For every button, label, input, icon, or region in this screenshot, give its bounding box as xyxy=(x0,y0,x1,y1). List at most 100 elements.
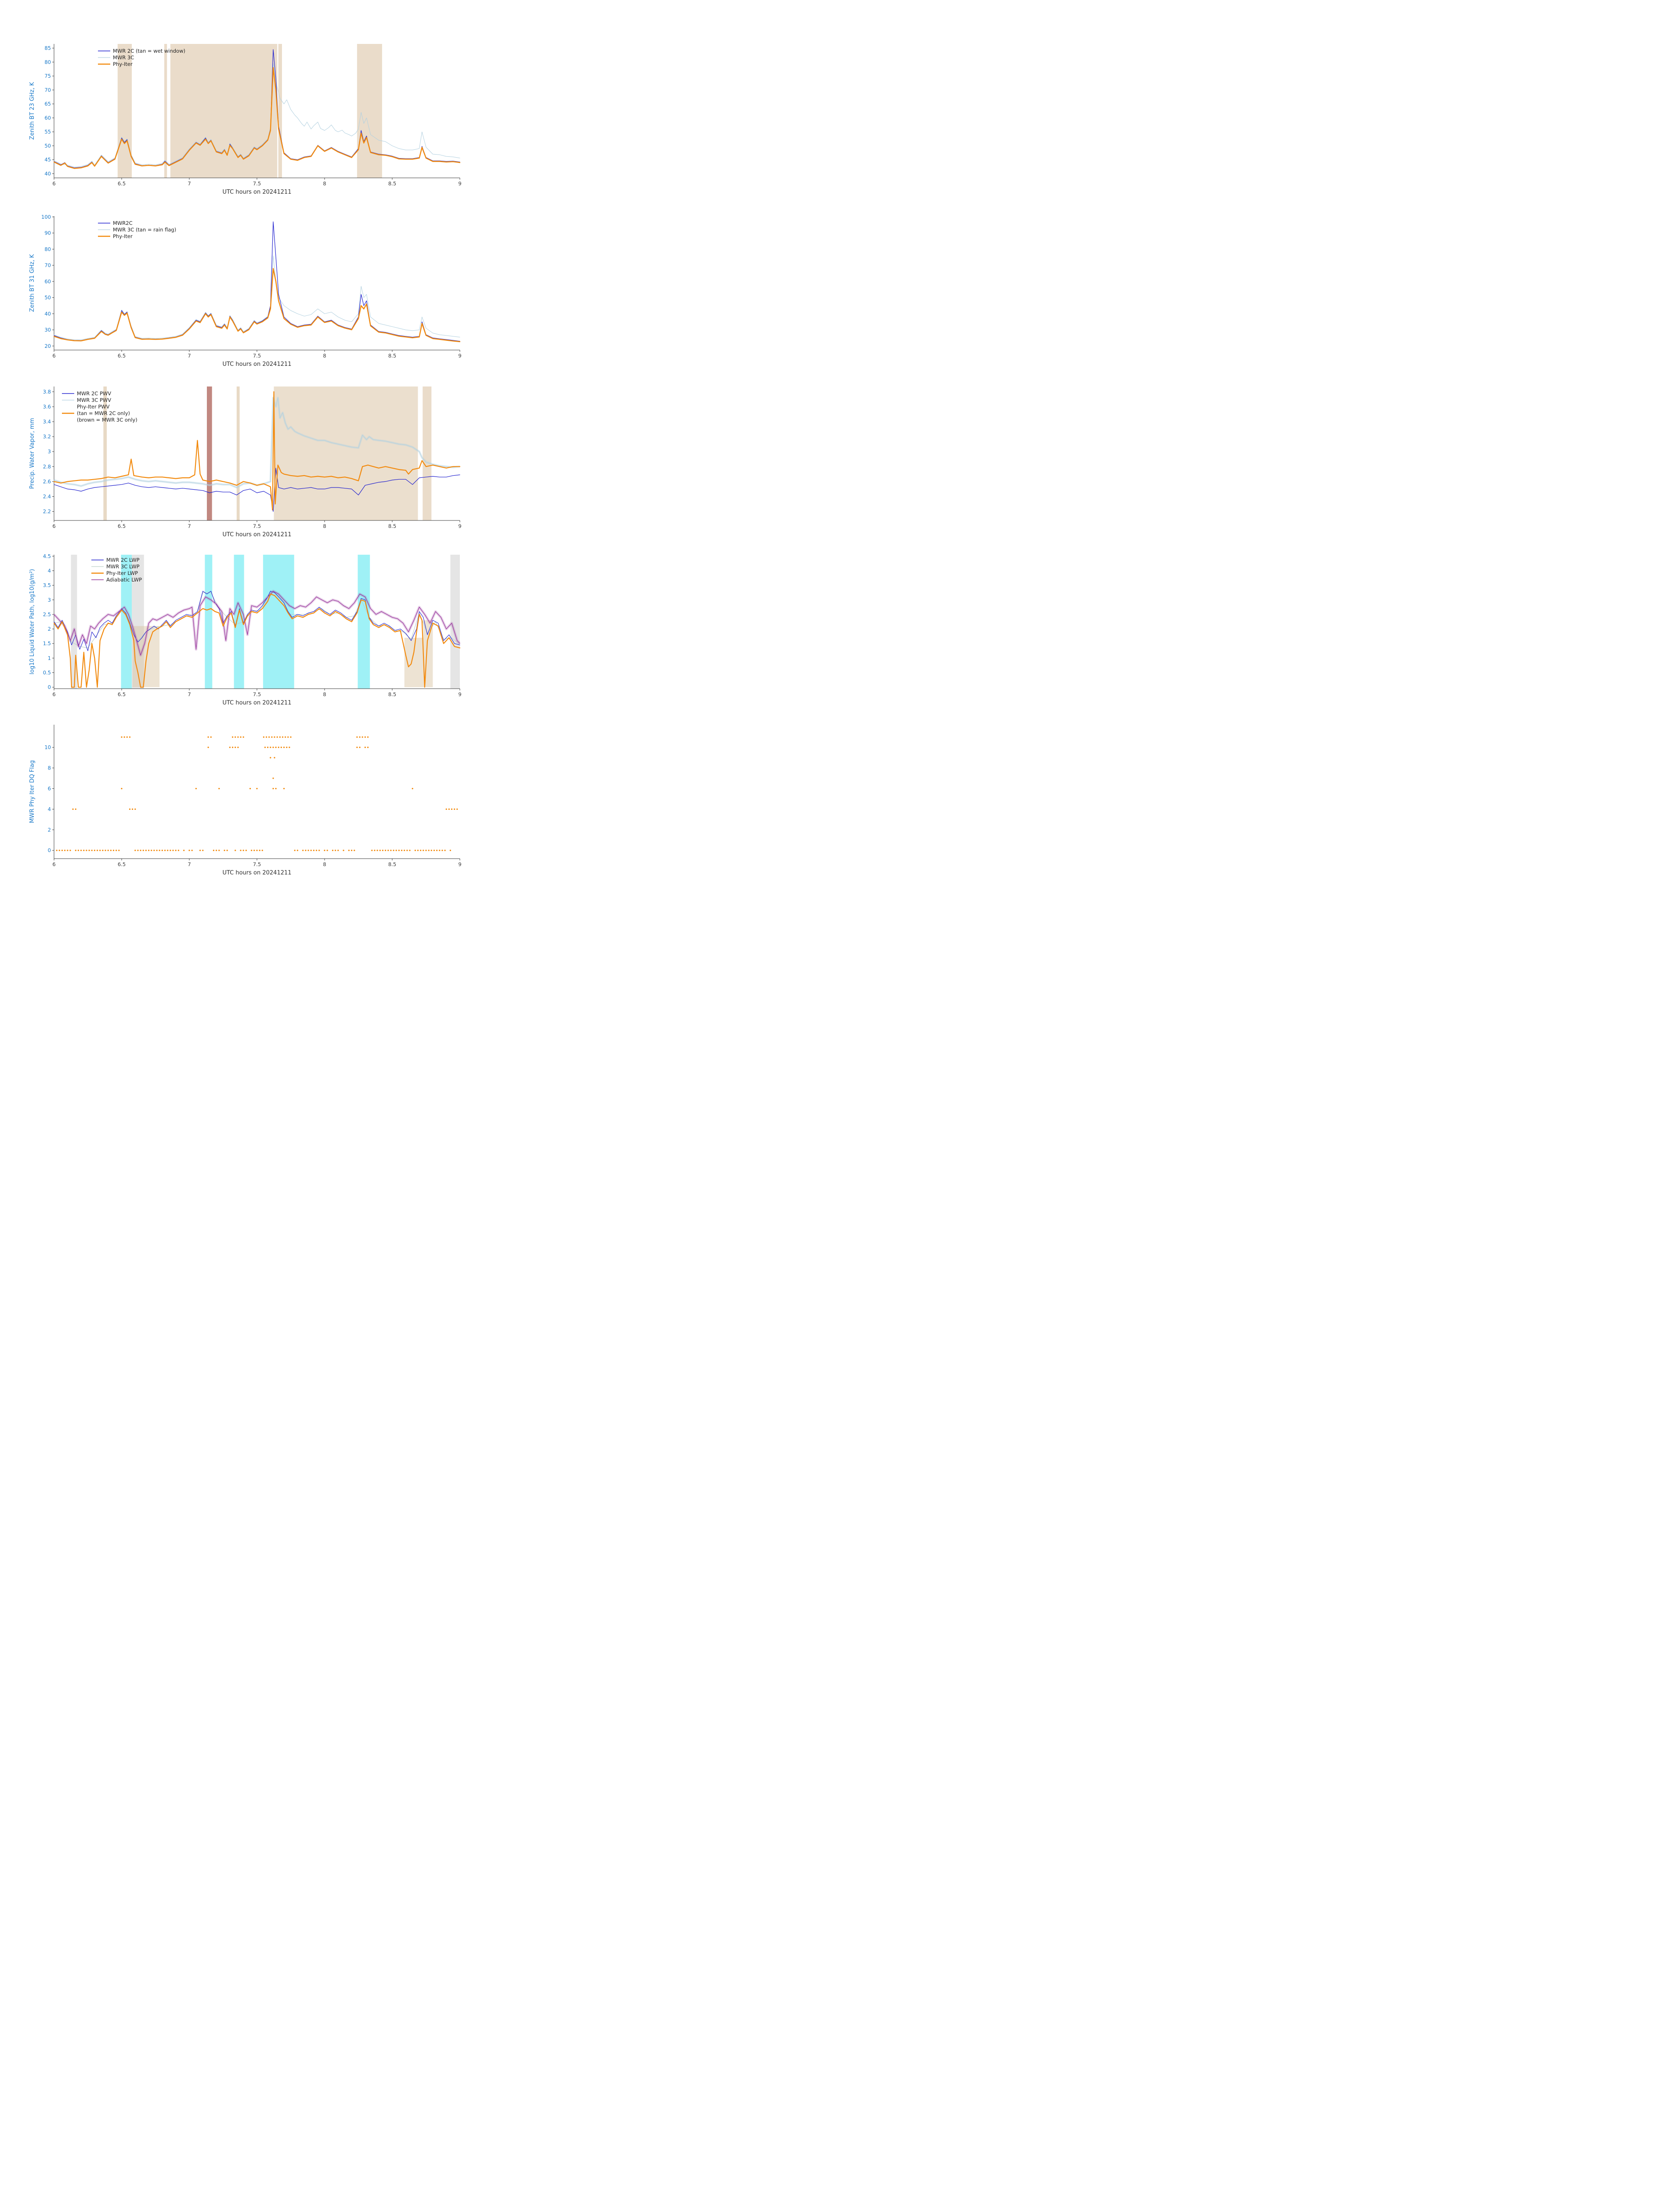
legend-label: MWR 3C PWV xyxy=(77,397,111,403)
y-axis-label: Precip. Water Vapor, mm xyxy=(29,418,36,489)
band-tan xyxy=(170,44,278,178)
x-tick-label: 6 xyxy=(52,353,55,359)
y-tick-label: 4 xyxy=(48,806,51,812)
x-tick-label: 7.5 xyxy=(253,861,261,867)
y-tick-label: 50 xyxy=(44,143,51,149)
series-mwr2c-31 xyxy=(54,221,460,342)
legend-label: Phy-Iter LWP xyxy=(106,570,138,576)
y-tick-label: 80 xyxy=(44,59,51,65)
y-tick-label: 40 xyxy=(44,170,51,177)
y-tick-label: 2.6 xyxy=(43,478,51,484)
y-axis-label: MWR Phy Iter DQ Flag xyxy=(29,760,36,823)
y-axis-label: log10 Liquid Water Path, log10(g/m²) xyxy=(29,569,36,674)
y-tick-label: 60 xyxy=(44,278,51,285)
band-cyan xyxy=(234,555,244,689)
y-tick-label: 70 xyxy=(44,87,51,93)
x-tick-label: 7.5 xyxy=(253,353,261,359)
series-phyiter-31 xyxy=(54,268,460,343)
x-axis-label: UTC hours on 20241211 xyxy=(222,700,291,706)
y-tick-label: 65 xyxy=(44,101,51,107)
y-tick-label: 3.6 xyxy=(43,404,51,410)
y-tick-label: 2 xyxy=(48,626,51,632)
y-tick-label: 1 xyxy=(48,655,51,661)
x-tick-label: 8.5 xyxy=(388,523,396,529)
x-tick-label: 9 xyxy=(458,523,461,529)
y-tick-label: 40 xyxy=(44,311,51,317)
panel-lwp: 6 6.5 7 7.5 8 8.5 9 0 0.5 1 1.5 2 2.5 3 3.5 4 4.5 UTC hou… xyxy=(29,553,462,706)
x-tick-label: 6 xyxy=(52,523,55,529)
band-brown xyxy=(207,386,212,520)
series-phyiter-pwv xyxy=(54,391,460,511)
y-tick-label: 85 xyxy=(44,45,51,51)
y-tick-label: 90 xyxy=(44,230,51,236)
x-tick-label: 8.5 xyxy=(388,691,396,697)
y-tick-label: 45 xyxy=(44,157,51,163)
band-cyan xyxy=(358,555,370,689)
legend-label: Phy-Iter PWV xyxy=(77,404,110,410)
y-tick-label: 8 xyxy=(48,765,51,771)
x-tick-label: 8.5 xyxy=(388,353,396,359)
y-tick-label: 80 xyxy=(44,246,51,252)
y-tick-label: 2.8 xyxy=(43,463,51,470)
x-tick-label: 9 xyxy=(458,861,461,867)
y-tick-label: 55 xyxy=(44,129,51,135)
band-tan xyxy=(236,386,240,520)
x-axis-label: UTC hours on 20241211 xyxy=(222,361,291,368)
series-mwr2c-pwv xyxy=(54,468,460,512)
series-halo-adiabatic-lwp xyxy=(54,589,460,657)
y-tick-label: 0 xyxy=(48,684,51,690)
y-tick-label: 3.4 xyxy=(43,419,51,425)
x-tick-label: 6.5 xyxy=(118,523,126,529)
x-tick-label: 9 xyxy=(458,353,461,359)
x-tick-label: 7.5 xyxy=(253,181,261,187)
y-tick-label: 30 xyxy=(44,327,51,333)
x-axis-label: UTC hours on 20241211 xyxy=(222,870,291,876)
y-tick-label: 3 xyxy=(48,448,51,455)
x-tick-label: 7 xyxy=(188,691,191,697)
x-tick-label: 7 xyxy=(188,861,191,867)
x-tick-label: 8.5 xyxy=(388,181,396,187)
y-tick-label: 4 xyxy=(48,567,51,574)
legend-label: (brown = MWR 3C only) xyxy=(77,417,137,423)
series-phyiter-lwp xyxy=(54,593,460,688)
series-mwr3c-31 xyxy=(54,255,460,340)
y-tick-label: 1.5 xyxy=(43,640,51,647)
x-tick-label: 6 xyxy=(52,861,55,867)
y-tick-label: 70 xyxy=(44,262,51,268)
y-tick-label: 4.5 xyxy=(43,553,51,559)
panel-bt31: 6 6.5 7 7.5 8 8.5 9 20 30 40 50 60 70 80 90 100 UTC hour… xyxy=(29,214,462,368)
y-axis-label: Zenith BT 23 GHz, K xyxy=(29,82,36,140)
band-tan xyxy=(274,386,418,520)
legend-label: MWR 3C xyxy=(113,54,134,61)
band-tan xyxy=(164,44,167,178)
x-tick-label: 7.5 xyxy=(253,523,261,529)
band-tan xyxy=(103,386,107,520)
x-tick-label: 7 xyxy=(188,353,191,359)
band-cyan xyxy=(263,555,294,689)
y-tick-label: 2.4 xyxy=(43,493,51,499)
scatter-flag-9 xyxy=(270,757,275,758)
x-tick-label: 8 xyxy=(323,861,326,867)
scatter-flag-0 xyxy=(56,849,451,851)
figure-canvas: 6 6.5 7 7.5 8 8.5 9 40 45 50 55 60 65 70 75 80 85 UTC hou… xyxy=(0,0,560,878)
legend-label: MWR 3C LWP xyxy=(106,563,140,570)
series-adiabatic-lwp xyxy=(54,591,460,656)
scatter-flag-7 xyxy=(272,777,274,779)
y-axis-label: Zenith BT 31 GHz, K xyxy=(29,254,36,312)
y-tick-label: 2.5 xyxy=(43,611,51,618)
y-tick-label: 2.2 xyxy=(43,509,51,515)
band-gray xyxy=(450,555,460,689)
x-tick-label: 7 xyxy=(188,181,191,187)
y-tick-label: 3.8 xyxy=(43,389,51,395)
y-tick-label: 20 xyxy=(44,343,51,349)
legend-label: MWR 2C LWP xyxy=(106,557,140,563)
y-tick-label: 100 xyxy=(41,214,51,220)
x-tick-label: 7.5 xyxy=(253,691,261,697)
panel-bt23: 6 6.5 7 7.5 8 8.5 9 40 45 50 55 60 65 70 75 80 85 UTC hou… xyxy=(29,44,462,195)
x-tick-label: 6.5 xyxy=(118,181,126,187)
y-tick-label: 3.2 xyxy=(43,433,51,440)
